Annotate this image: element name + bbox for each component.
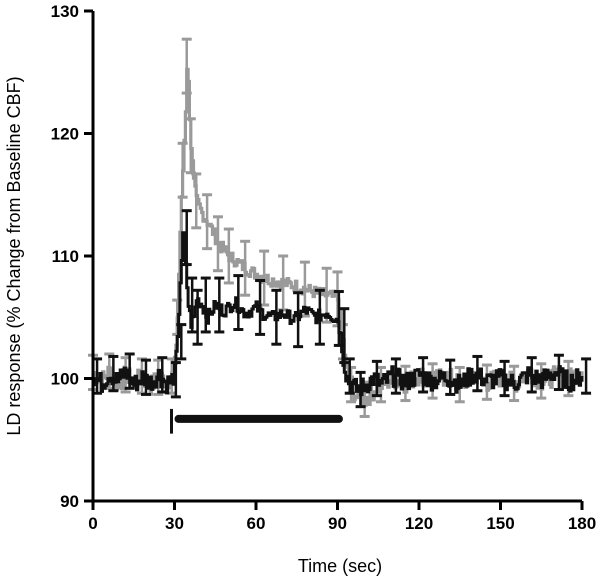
error-bar	[176, 323, 187, 361]
error-bar	[445, 358, 456, 396]
error-bar	[355, 370, 366, 409]
plot-lines	[88, 37, 592, 434]
error-bar	[177, 141, 188, 199]
error-bar	[233, 274, 244, 331]
error-bar	[314, 288, 325, 346]
error-bar	[339, 307, 350, 365]
error-bar	[223, 227, 234, 285]
y-tick-label: 90	[60, 492, 79, 511]
x-ticks: 0 30 60 90 120 150 180	[88, 501, 596, 533]
y-ticks: 90 100 110 120 130	[51, 2, 93, 511]
error-bar	[581, 357, 592, 395]
error-bar	[200, 276, 211, 334]
error-bar	[255, 279, 266, 336]
x-tick-label: 0	[88, 514, 97, 533]
error-bar	[344, 357, 355, 395]
x-tick-label: 90	[328, 514, 347, 533]
x-tick-label: 30	[165, 514, 184, 533]
y-tick-label: 110	[52, 247, 79, 266]
error-bar	[214, 276, 225, 334]
error-bar	[181, 37, 192, 95]
series-1	[92, 209, 592, 409]
error-bar	[140, 358, 151, 396]
error-bar	[390, 357, 401, 395]
error-bar	[181, 209, 192, 267]
y-tick-label: 130	[51, 2, 79, 21]
error-bar	[499, 359, 510, 398]
x-tick-label: 150	[486, 514, 514, 533]
error-bar	[472, 354, 483, 393]
error-bar	[108, 354, 119, 393]
y-tick-label: 100	[51, 370, 79, 389]
axes	[91, 11, 582, 503]
error-bar	[191, 172, 202, 230]
error-bar	[293, 291, 304, 349]
series-line	[92, 231, 584, 397]
x-tick-label: 60	[247, 514, 266, 533]
error-bar	[187, 276, 198, 334]
x-axis-title: Time (sec)	[298, 556, 382, 576]
error-bar	[333, 290, 344, 347]
error-bar	[170, 361, 181, 399]
error-bar	[212, 215, 223, 273]
stimulus-bar	[174, 414, 343, 423]
error-bar	[271, 288, 282, 346]
error-bar	[371, 359, 382, 398]
error-bar	[157, 356, 168, 394]
error-bar	[240, 239, 251, 297]
error-bar	[553, 353, 564, 392]
y-tick-label: 120	[51, 125, 79, 144]
series-line	[93, 67, 584, 407]
error-bar	[526, 356, 537, 394]
error-bar	[124, 352, 135, 390]
x-tick-label: 180	[568, 514, 596, 533]
y-axis-title: LD response (% Change from Baseline CBF)	[4, 76, 24, 435]
error-bar	[192, 288, 203, 346]
error-bar	[418, 356, 429, 394]
x-tick-label: 120	[405, 514, 433, 533]
error-bar	[202, 193, 213, 251]
